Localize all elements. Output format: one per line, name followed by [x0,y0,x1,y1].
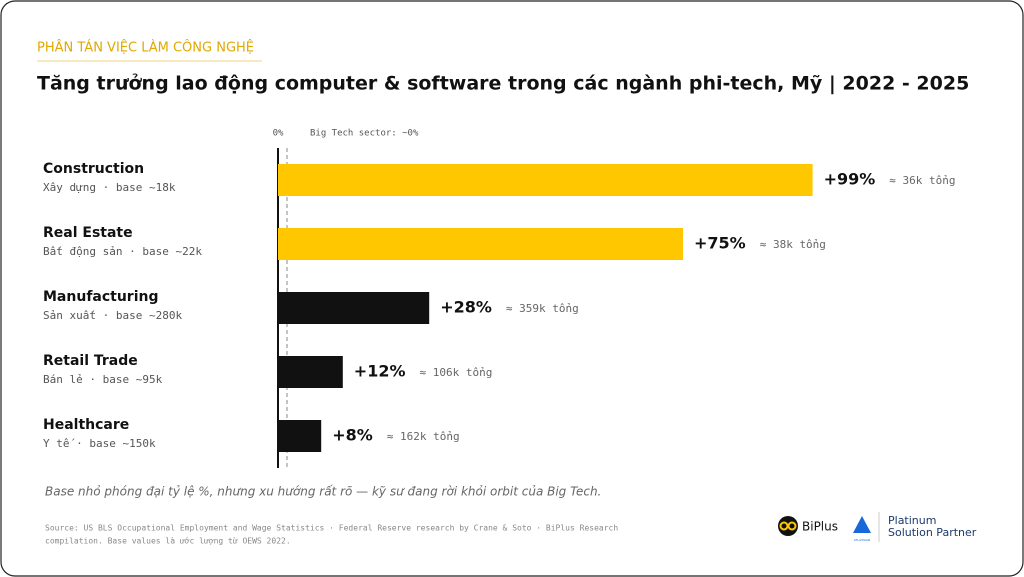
value-note: ≈ 36k tổng [889,174,955,187]
bar [278,164,813,196]
value-label: +75% [694,234,746,253]
partner-text: Solution Partner [888,526,977,539]
partner-text: Platinum [888,514,936,527]
category-label: Healthcare [43,417,129,433]
bar [278,420,322,452]
value-note: ≈ 106k tổng [420,366,493,379]
bar [278,292,430,324]
atlassian-icon [853,516,871,533]
value-note: ≈ 359k tổng [506,302,579,315]
reference-label: Big Tech sector: ~0% [310,129,419,139]
atlassian-logo: ATLASSIAN [854,538,870,542]
value-note: ≈ 162k tổng [387,430,460,443]
bar [278,356,343,388]
biplus-logo: BiPlus [802,520,838,534]
kicker: PHÂN TÁN VIỆC LÀM CÔNG NGHỆ [37,40,254,56]
source: compilation. Base values là ước lượng từ… [45,536,291,546]
category-subtitle: Bất động sản · base ~22k [43,245,202,258]
category-subtitle: Bán lẻ · base ~95k [43,373,163,386]
category-subtitle: Y tế · base ~150k [43,437,156,450]
value-label: +8% [332,426,373,445]
category-subtitle: Xây dựng · base ~18k [43,181,176,194]
category-label: Construction [43,161,144,177]
bar [278,228,683,260]
chart-title: Tăng trưởng lao động computer & software… [37,73,969,95]
category-label: Real Estate [43,225,133,241]
value-label: +28% [440,298,492,317]
category-subtitle: Sản xuất · base ~280k [43,309,182,322]
footnote: Base nhỏ phóng đại tỷ lệ %, nhưng xu hướ… [45,485,601,499]
x-tick-label: 0% [273,129,284,139]
value-label: +12% [354,362,406,381]
value-label: +99% [824,170,876,189]
value-note: ≈ 38k tổng [760,238,826,251]
category-label: Manufacturing [43,289,159,305]
biplus-icon [787,521,797,531]
category-label: Retail Trade [43,353,138,369]
source: Source: US BLS Occupational Employment a… [45,524,618,533]
